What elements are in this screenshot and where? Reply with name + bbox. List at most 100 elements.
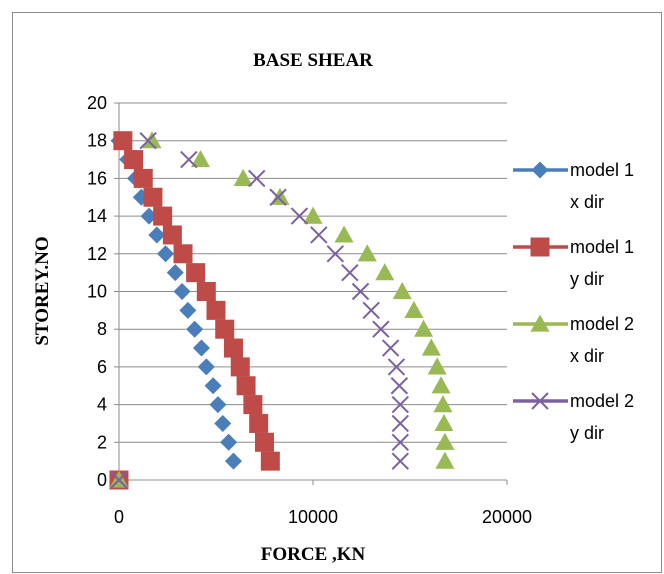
data-point [124, 150, 144, 170]
y-tick-label: 16 [87, 168, 107, 188]
data-point [248, 169, 266, 188]
data-point [269, 188, 287, 206]
data-point [110, 471, 128, 489]
data-point [334, 225, 354, 243]
data-point [243, 395, 263, 415]
data-point [362, 301, 380, 320]
data-point [372, 320, 390, 338]
data-point [223, 338, 243, 358]
y-tick-label: 2 [97, 432, 107, 452]
y-tick-label: 10 [87, 282, 107, 302]
y-axis-title: STOREY.NO [32, 236, 53, 345]
legend-label: model 2 [570, 314, 634, 334]
data-point [260, 451, 280, 471]
legend-marker [530, 237, 550, 257]
data-point [192, 339, 210, 357]
series-1 [110, 132, 242, 489]
data-point [186, 263, 206, 283]
legend-label: model 1 [570, 237, 634, 257]
data-point [434, 413, 454, 432]
axes [114, 102, 508, 485]
data-point [143, 187, 163, 207]
data-point [204, 377, 222, 395]
data-point [190, 150, 210, 168]
series-4 [110, 131, 410, 489]
data-point [421, 338, 441, 356]
chart-title: BASE SHEAR [253, 50, 373, 71]
y-tick-labels: 0 2 4 6 8 10 12 14 16 18 20 [87, 93, 107, 490]
data-point [220, 433, 238, 451]
data-point [387, 358, 406, 376]
y-tick-label: 18 [87, 131, 107, 151]
data-point [162, 225, 182, 245]
legend-marker [531, 161, 549, 179]
y-tick-label: 4 [97, 395, 107, 415]
data-point [326, 245, 345, 263]
data-point [427, 357, 447, 375]
y-tick-label: 8 [97, 319, 107, 339]
data-point [357, 244, 377, 262]
y-tick-label: 12 [87, 244, 107, 264]
legend-label: y dir [570, 423, 604, 443]
data-point [341, 263, 359, 282]
chart-frame: BASE SHEAR 0 2 4 6 8 10 12 14 16 18 20 0 10000 20000… [12, 12, 662, 573]
data-point [391, 395, 410, 414]
data-point [375, 263, 395, 281]
data-point [431, 376, 451, 394]
data-point [404, 300, 424, 318]
data-point [290, 207, 309, 225]
data-point [166, 264, 184, 282]
data-point [391, 452, 410, 470]
data-point [173, 283, 191, 300]
data-point [153, 206, 173, 226]
data-point [236, 376, 256, 396]
data-point [435, 451, 455, 469]
data-point [391, 414, 410, 433]
data-point [113, 131, 133, 151]
data-point [196, 282, 216, 301]
y-tick-label: 20 [87, 93, 107, 113]
y-tick-label: 0 [97, 470, 107, 490]
y-tick-label: 14 [87, 206, 107, 226]
data-point [157, 245, 175, 263]
legend-label: model 2 [570, 391, 634, 411]
data-point [414, 319, 434, 337]
data-point [139, 131, 157, 150]
x-tick-label: 0 [114, 507, 124, 527]
data-point [179, 301, 197, 319]
y-tick-label: 6 [97, 357, 107, 377]
data-point [142, 131, 162, 149]
data-series [109, 131, 455, 490]
legend-entry-1: model 1 x dir [513, 160, 634, 212]
data-point [391, 433, 410, 452]
x-tick-label: 20000 [482, 507, 532, 527]
data-point [233, 168, 253, 186]
series-2 [109, 131, 280, 490]
data-point [392, 282, 412, 300]
legend-label: x dir [570, 192, 604, 212]
data-point [133, 168, 153, 188]
data-point [303, 206, 323, 224]
data-point [310, 226, 328, 244]
data-point [351, 282, 370, 301]
legend-label: y dir [570, 269, 604, 289]
x-axis-title: FORCE ,KN [261, 544, 366, 565]
legend-entry-2: model 1 y dir [513, 237, 634, 289]
data-point [180, 150, 198, 169]
legend-marker [530, 314, 550, 332]
data-point [186, 320, 204, 338]
legend-entry-3: model 2 x dir [513, 314, 634, 366]
data-point [197, 358, 215, 376]
data-point [209, 396, 227, 414]
data-point [249, 413, 269, 433]
data-point [230, 357, 250, 377]
data-point [206, 300, 226, 320]
x-tick-label: 10000 [288, 507, 338, 527]
data-point [148, 226, 166, 244]
data-point [435, 432, 455, 450]
chart-svg: BASE SHEAR 0 2 4 6 8 10 12 14 16 18 20 0 10000 20000… [32, 50, 634, 565]
legend-marker [531, 392, 549, 410]
data-point [255, 432, 274, 452]
data-point [381, 339, 400, 357]
